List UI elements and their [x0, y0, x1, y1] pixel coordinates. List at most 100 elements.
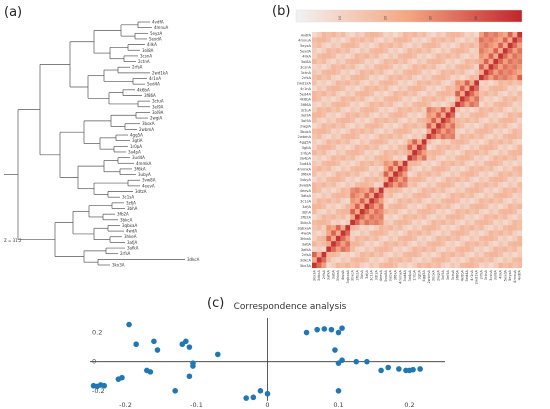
heatmap-cell	[507, 187, 513, 194]
heatmap-cell	[388, 91, 394, 97]
heatmap-cell	[488, 209, 494, 215]
heatmap-cell	[459, 144, 465, 151]
heatmap-cell	[421, 112, 427, 118]
heatmap-cell	[440, 241, 446, 247]
heatmap-cell	[340, 251, 346, 258]
heatmap-cell	[517, 144, 523, 151]
dendrogram-leaf-label: 3kx3A	[112, 263, 125, 268]
heatmap-cell	[450, 230, 456, 236]
heatmap-cell	[350, 214, 356, 220]
heatmap-cell	[340, 214, 346, 220]
heatmap-cell	[517, 241, 523, 247]
heatmap-row-label: 3hkeA	[300, 237, 312, 241]
heatmap-cell	[340, 37, 346, 43]
heatmap-cell	[369, 225, 375, 231]
heatmap-cell	[459, 69, 465, 76]
heatmap-cell	[397, 53, 403, 59]
heatmap-cell	[369, 58, 375, 65]
heatmap-cell	[321, 166, 327, 172]
heatmap-cell	[364, 241, 370, 247]
heatmap-cell	[488, 241, 494, 247]
heatmap-row-label: 4ilkA	[302, 55, 311, 59]
heatmap-cell	[517, 203, 523, 210]
heatmap-cell	[445, 192, 451, 199]
heatmap-cell	[321, 251, 327, 258]
heatmap-cell	[498, 96, 504, 102]
heatmap-cell	[436, 246, 441, 253]
heatmap-cell	[316, 42, 322, 49]
heatmap-cell	[493, 107, 499, 113]
heatmap-col-label: 4ilkA	[498, 269, 502, 278]
heatmap-cell	[479, 171, 484, 177]
heatmap-cell	[354, 214, 360, 220]
heatmap-cell	[450, 198, 456, 204]
dendrogram-leaf-label: 4gg5A	[130, 133, 143, 138]
heatmap-col-label: 3zfjA	[365, 269, 369, 278]
heatmap-cell	[412, 80, 418, 86]
heatmap-cell	[502, 64, 508, 70]
heatmap-cell	[431, 225, 437, 231]
heatmap-cell	[483, 91, 489, 97]
heatmap-cell	[312, 53, 317, 59]
heatmap-cell	[345, 69, 351, 76]
heatmap-cell	[321, 262, 327, 269]
heatmap-cell	[498, 117, 504, 124]
heatmap-cell	[335, 91, 341, 97]
heatmap-cell	[502, 133, 508, 140]
heatmap-cell	[407, 209, 413, 215]
heatmap-cell	[383, 64, 389, 70]
heatmap-cell	[335, 246, 341, 253]
heatmap-cell	[407, 262, 413, 269]
heatmap-cell	[450, 69, 456, 76]
heatmap-cell	[383, 69, 389, 76]
heatmap-cell	[388, 251, 394, 258]
heatmap-cell	[374, 171, 379, 177]
heatmap-cell	[321, 241, 327, 247]
heatmap-cell	[479, 251, 484, 258]
heatmap-cell	[350, 107, 356, 113]
heatmap-cell	[498, 139, 504, 145]
heatmap-cell	[459, 235, 465, 242]
heatmap-cell	[412, 262, 418, 269]
heatmap-cell	[455, 107, 461, 113]
heatmap-cell	[335, 85, 341, 92]
heatmap-cell	[354, 64, 360, 70]
heatmap-cell	[326, 171, 332, 177]
heatmap-cell	[440, 101, 446, 108]
heatmap-cell	[507, 219, 513, 226]
heatmap-cell	[455, 160, 461, 167]
heatmap-cell	[321, 235, 327, 242]
heatmap-cell	[402, 144, 408, 151]
heatmap-cell	[436, 139, 441, 145]
heatmap-cell	[340, 85, 346, 92]
heatmap-col-label: 3hkeA	[336, 269, 340, 281]
heatmap-cell	[431, 203, 437, 210]
heatmap-cell	[312, 257, 317, 263]
heatmap-cell	[326, 144, 332, 151]
heatmap-cell	[440, 133, 446, 140]
heatmap-cell	[345, 80, 351, 86]
heatmap-cell	[335, 150, 341, 156]
heatmap-cell	[312, 123, 317, 129]
heatmap-cell	[412, 117, 418, 124]
heatmap-cell	[374, 214, 379, 220]
heatmap-cell	[374, 101, 379, 108]
heatmap-cell	[354, 235, 360, 242]
heatmap-cell	[517, 42, 523, 49]
heatmap-cell	[479, 209, 484, 215]
heatmap-cell	[445, 48, 451, 54]
heatmap-cell	[469, 48, 475, 54]
heatmap-cell	[517, 64, 523, 70]
heatmap-cell	[383, 32, 389, 38]
heatmap-cell	[440, 187, 446, 194]
heatmap-cell	[331, 32, 336, 38]
heatmap-cell	[412, 58, 418, 65]
heatmap-cell	[374, 262, 379, 269]
heatmap-cell	[488, 225, 494, 231]
heatmap-cell	[464, 123, 470, 129]
heatmap-cell	[493, 176, 499, 183]
heatmap-cell	[517, 155, 523, 161]
heatmap-cell	[431, 85, 437, 92]
heatmap-cell	[483, 85, 489, 92]
heatmap-cell	[436, 64, 441, 70]
